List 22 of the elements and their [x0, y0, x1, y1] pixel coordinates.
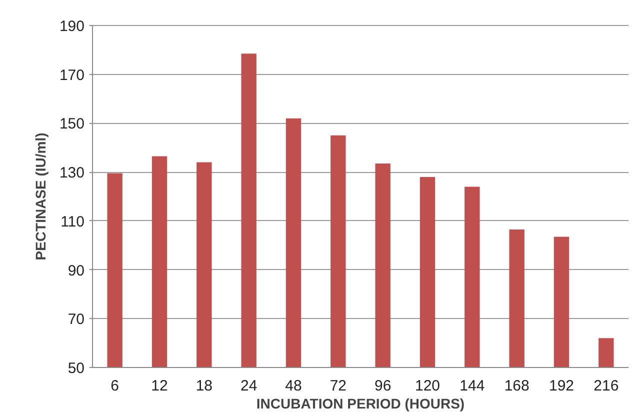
- x-tick-label: 120: [414, 378, 440, 394]
- x-tick-label: 216: [594, 378, 619, 394]
- x-tick-label: 192: [548, 378, 574, 394]
- x-tick-label: 144: [460, 378, 485, 394]
- x-tick-label: 6: [110, 378, 120, 394]
- y-tick-label: 90: [68, 262, 85, 280]
- x-tick-label: 72: [330, 378, 347, 394]
- x-tick-label: 48: [285, 378, 302, 394]
- y-axis-title: PECTINASE (IU/ml): [32, 132, 48, 260]
- x-tick-label: 96: [374, 378, 392, 394]
- x-axis-title: INCUBATION PERIOD (HOURS): [256, 396, 465, 412]
- y-tick-label: 130: [59, 164, 85, 182]
- x-tick-label: 12: [151, 378, 168, 394]
- y-tick-label: 70: [68, 311, 85, 328]
- y-tick-label: 190: [59, 18, 85, 35]
- x-tick-label: 24: [240, 378, 258, 394]
- y-tick-label: 170: [59, 66, 85, 84]
- x-tick-label: 18: [196, 378, 213, 394]
- y-tick-label: 50: [68, 360, 85, 377]
- y-tick-label: 150: [59, 116, 85, 133]
- x-tick-label: 168: [504, 378, 530, 394]
- y-tick-label: 110: [60, 213, 85, 230]
